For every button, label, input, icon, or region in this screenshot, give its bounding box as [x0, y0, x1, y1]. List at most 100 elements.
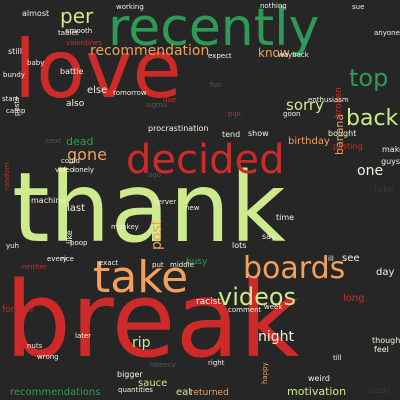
cloud-word: pipi	[228, 110, 241, 118]
cloud-word: birthday	[288, 136, 330, 147]
cloud-word: recommendations	[10, 387, 101, 398]
cloud-word: lonely	[73, 166, 95, 174]
cloud-word: rip	[132, 335, 151, 351]
cloud-word: video	[55, 166, 75, 174]
cloud-word: busy	[186, 257, 208, 267]
cloud-word: boards	[243, 251, 346, 286]
cloud-word: say	[262, 232, 276, 241]
cloud-word: gone	[67, 145, 107, 164]
cloud-word: happy	[261, 362, 269, 384]
cloud-word: right	[208, 359, 225, 367]
cloud-word: take	[93, 252, 189, 303]
cloud-word: poop	[70, 239, 88, 247]
cloud-word: sorry	[286, 96, 324, 114]
cloud-word: wrong	[37, 353, 59, 361]
cloud-word: lots	[232, 241, 247, 250]
cloud-word: week	[264, 303, 283, 311]
cloud-word: sauce	[138, 378, 168, 389]
cloud-word: every	[47, 255, 67, 263]
cloud-word: like	[65, 230, 74, 244]
cloud-word: start	[2, 95, 19, 103]
cloud-word: expect	[208, 52, 232, 60]
cloud-word: neither	[22, 263, 48, 271]
cloud-word: posting	[333, 142, 363, 151]
cloud-word: show	[248, 129, 269, 138]
cloud-word: camp	[6, 107, 26, 115]
cloud-word: new	[185, 204, 200, 212]
cloud-word: time	[276, 213, 295, 222]
cloud-word: procrastination	[148, 124, 209, 133]
cloud-word: random	[3, 162, 11, 190]
cloud-word: feel	[374, 345, 389, 354]
cloud-word: wayback	[278, 51, 309, 59]
cloud-word: eat	[176, 387, 193, 398]
cloud-word: per	[60, 4, 94, 28]
cloud-word: tend	[222, 130, 241, 139]
cloud-word: tablet	[58, 29, 79, 37]
cloud-word: one	[357, 163, 384, 179]
cloud-word: returned	[190, 388, 229, 398]
cloud-word: ago	[148, 171, 162, 179]
cloud-word: forever	[2, 305, 35, 315]
cloud-word: weird	[308, 374, 330, 383]
cloud-word: machine	[31, 196, 66, 205]
cloud-word: bundy	[3, 71, 25, 79]
cloud-word: love	[14, 23, 182, 116]
cloud-word: middle	[170, 261, 194, 269]
cloud-word: thank	[12, 152, 286, 264]
cloud-word: enthusiasm	[308, 96, 349, 104]
cloud-word: working	[116, 3, 144, 11]
cloud-word: rice	[61, 255, 74, 263]
cloud-word: latency	[150, 361, 176, 369]
cloud-word: also	[66, 99, 85, 109]
cloud-word: yuh	[6, 242, 20, 250]
cloud-word: break	[5, 259, 300, 381]
cloud-word: baby	[27, 59, 45, 67]
cloud-word: nuts	[27, 342, 43, 350]
cloud-word: comment	[228, 306, 262, 314]
cloud-word: ill	[328, 255, 334, 263]
cloud-word: long	[343, 293, 365, 304]
cloud-word: posts	[13, 97, 21, 116]
cloud-word: almost	[22, 9, 50, 18]
cloud-word: bought	[328, 129, 357, 138]
cloud-word: videos	[218, 283, 297, 311]
cloud-word: nothing	[260, 2, 287, 10]
cloud-word: take	[374, 185, 394, 195]
cloud-word: exact	[99, 259, 119, 267]
cloud-word: last	[67, 203, 86, 214]
cloud-word: racist	[196, 297, 221, 307]
cloud-word: recommendation	[90, 43, 210, 59]
cloud-word: put	[152, 261, 164, 269]
cloud-word: dead	[66, 135, 94, 148]
cloud-word: next	[46, 137, 62, 145]
cloud-word: monkey	[111, 223, 139, 231]
cloud-word: motivation	[287, 385, 347, 398]
cloud-word: sigma	[146, 101, 168, 109]
cloud-word: sue	[352, 3, 365, 11]
cloud-word: smooth	[66, 27, 93, 35]
cloud-word: anyone	[374, 29, 400, 37]
cloud-word: valentines	[66, 39, 103, 47]
cloud-word: day	[376, 267, 395, 278]
cloud-word: night	[258, 329, 295, 345]
cloud-word: guys	[381, 157, 400, 166]
cloud-word: still	[8, 47, 22, 56]
cloud-word: due	[163, 96, 177, 104]
cloud-word: diddy	[368, 386, 391, 395]
cloud-word: see	[342, 253, 360, 264]
cloud-word: post	[149, 219, 165, 250]
cloud-word: decided	[126, 137, 285, 183]
cloud-word: make	[382, 145, 400, 154]
cloud-word: till	[333, 354, 342, 362]
cloud-word: could	[61, 157, 80, 165]
cloud-word: know	[258, 46, 290, 60]
cloud-word: later	[75, 332, 92, 340]
cloud-word: top	[349, 64, 389, 92]
cloud-word: bigger	[117, 370, 143, 379]
cloud-word: fun	[210, 81, 222, 89]
cloud-word: tomorrow	[113, 89, 147, 97]
cloud-word: back	[346, 106, 399, 131]
cloud-word: goon	[283, 110, 301, 118]
